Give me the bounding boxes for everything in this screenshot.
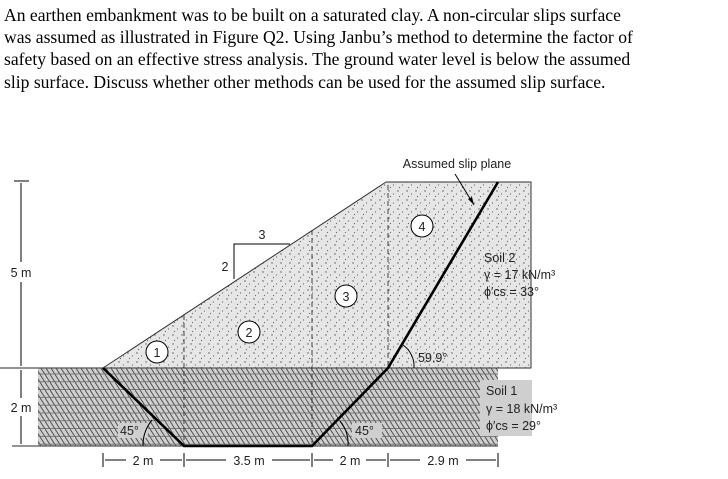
svg-text:γ = 17 kN/m³: γ = 17 kN/m³ [484, 268, 555, 282]
svg-text:ϕ′cs = 29°: ϕ′cs = 29° [486, 419, 541, 433]
slice-labels: 1 2 3 4 [145, 214, 434, 364]
svg-text:Soil 1: Soil 1 [486, 384, 517, 398]
soil1-layer [38, 368, 498, 446]
embankment-soil2 [101, 181, 532, 369]
slice-boundaries [183, 185, 389, 446]
width-dimensions [102, 453, 499, 467]
svg-text:1: 1 [154, 346, 161, 360]
svg-text:3: 3 [343, 290, 350, 304]
svg-text:Soil 2: Soil 2 [484, 251, 515, 265]
height-dimensions [14, 180, 29, 444]
svg-text:2.9 m: 2.9 m [427, 454, 458, 468]
question-line: was assumed as illustrated in Figure Q2.… [4, 27, 633, 48]
angle-left-label: 45° [120, 424, 139, 438]
soil1-properties: Soil 1 γ = 18 kN/m³ ϕ′cs = 29° [486, 384, 557, 433]
slip-surface [102, 181, 500, 448]
angle-59-label: 59.9° [418, 351, 447, 365]
svg-text:γ = 18 kN/m³: γ = 18 kN/m³ [486, 402, 557, 416]
slope-rise-label: 2 [222, 260, 229, 274]
angle-right-label: 45° [355, 424, 374, 438]
width-labels: 2 m 3.5 m 2 m 2.9 m [133, 454, 459, 468]
height-upper-label: 5 m [11, 266, 32, 280]
question-line: slip surface. Discuss whether other meth… [4, 71, 606, 92]
svg-text:2 m: 2 m [340, 454, 361, 468]
soil1-label-box [480, 380, 532, 436]
slip-plane-label: Assumed slip plane [403, 157, 511, 171]
svg-text:2: 2 [246, 326, 253, 340]
slope-run-label: 3 [259, 228, 266, 242]
question-line: safety based on an effective stress anal… [4, 49, 631, 70]
svg-text:3.5 m: 3.5 m [233, 454, 264, 468]
soil2-properties: Soil 2 γ = 17 kN/m³ ϕ′cs = 33° [484, 251, 555, 299]
svg-text:ϕ′cs = 33°: ϕ′cs = 33° [484, 285, 539, 299]
question-text: An earthen embankment was to be built on… [4, 4, 726, 93]
svg-text:4: 4 [419, 220, 426, 234]
question-line: An earthen embankment was to be built on… [4, 5, 621, 25]
height-lower-label: 2 m [11, 401, 32, 415]
svg-text:2 m: 2 m [133, 454, 154, 468]
